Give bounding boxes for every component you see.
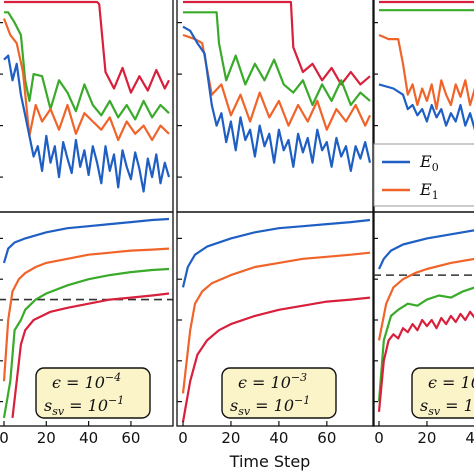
x-tick-label: 40: [269, 429, 288, 447]
series-line-E0: [2, 217, 170, 264]
series-line-E1: [2, 18, 170, 142]
series-line-E0: [378, 83, 474, 131]
series-line-E1: [378, 33, 474, 111]
bottom-panel-1: [0, 217, 173, 419]
series-line-red: [4, 0, 170, 94]
annotation-frame: [221, 367, 337, 419]
panel-frame: [176, 211, 375, 427]
x-tick-label: 0: [178, 429, 188, 447]
annotation-epsilon: ϵ = 10−4: [52, 371, 121, 392]
x-tick-label: 60: [121, 429, 140, 447]
annotation-epsilon: ϵ = 10: [428, 373, 474, 392]
series-line-green: [4, 11, 170, 121]
parameter-annotation-box: ϵ = 10 ssv = 10: [411, 367, 474, 419]
annotation-ssv: ssv = 10: [420, 396, 474, 418]
x-tick-label: 40: [79, 429, 98, 447]
x-tick-label: 0: [374, 429, 384, 447]
series-line-green: [183, 11, 371, 107]
series-line-red: [183, 0, 371, 86]
series-line-E0: [3, 54, 171, 193]
top-panel-3: [378, 0, 474, 131]
x-tick-label: 0: [0, 429, 9, 447]
x-axis-label: Time Step: [229, 452, 311, 471]
annotation-frame: [35, 367, 151, 419]
series-line-green: [2, 267, 170, 419]
top-panel-1: [2, 0, 171, 193]
series-line-E0: [181, 218, 371, 288]
series-line-green: [377, 286, 474, 402]
x-tick-label: 60: [317, 429, 336, 447]
series-line-red: [181, 296, 371, 423]
series-line-E0: [182, 25, 372, 172]
series-line-E1: [182, 33, 371, 131]
series-line-red: [11, 292, 170, 419]
series-line-E1: [377, 257, 474, 341]
series-line-red: [377, 310, 474, 412]
top-panel-2: [182, 0, 372, 172]
x-tick-label: 20: [221, 429, 240, 447]
annotation-epsilon: ϵ = 10−3: [238, 371, 307, 392]
series-line-E0: [378, 229, 474, 270]
series-line-E1: [181, 251, 371, 394]
annotation-frame: [411, 367, 474, 419]
panel-frame: [0, 211, 174, 427]
series-line-E1: [2, 247, 170, 382]
x-tick-label: 20: [417, 429, 436, 447]
bottom-panel-3: [373, 229, 474, 412]
legend-frame: [373, 143, 474, 207]
x-tick-label: 40: [465, 429, 474, 447]
x-tick-label: 20: [37, 429, 56, 447]
bottom-panel-2: [181, 218, 371, 423]
